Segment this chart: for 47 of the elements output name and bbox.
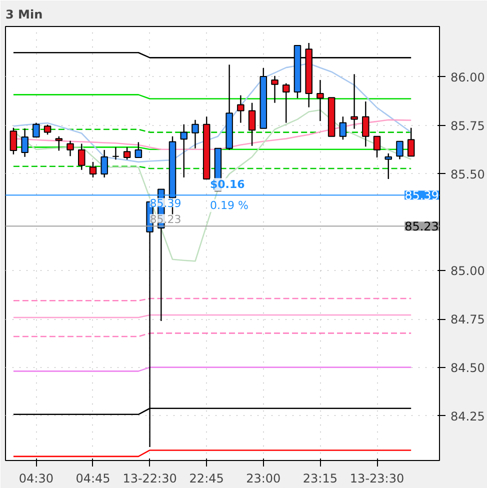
y-tick-label: 85.00 [450, 264, 485, 278]
candlestick [350, 74, 358, 130]
candlestick [10, 127, 18, 155]
y-tick-label: 85.75 [450, 118, 485, 133]
candlestick [362, 100, 370, 148]
candlestick [316, 79, 324, 122]
y-tick-label: 86.00 [450, 70, 485, 84]
annotation: 85.23 [150, 213, 182, 226]
ref-line-label: 85.39 [404, 188, 439, 203]
candlestick [32, 122, 40, 138]
ref-line-label: 85.23 [404, 220, 439, 234]
candlestick [180, 124, 188, 178]
candlestick [339, 116, 347, 140]
x-tick-label: 13-22:30 [122, 472, 177, 486]
candlestick [384, 152, 392, 180]
candlestick [282, 82, 290, 124]
candlestick [21, 128, 28, 158]
x-tick-label: 04:30 [18, 472, 54, 486]
x-tick-label: 23:15 [302, 472, 338, 486]
annotation: 85.39 [150, 197, 182, 210]
candlestick [248, 102, 256, 146]
candlestick [271, 75, 278, 104]
candlestick [66, 140, 74, 157]
y-tick-label: 84.75 [450, 312, 485, 327]
annotation: $0.16 [210, 178, 246, 192]
chart-title: 3 Min [6, 8, 43, 22]
candlestick [55, 136, 63, 152]
y-tick-label: 84.25 [450, 409, 485, 424]
y-tick-label: 85.50 [450, 167, 485, 182]
candlestick [373, 136, 381, 158]
x-tick-label: 13-23:30 [350, 472, 404, 486]
x-tick-label: 04:45 [76, 472, 110, 486]
candlestick [396, 140, 404, 160]
candlestick [407, 127, 415, 157]
annotation: 0.19 % [210, 199, 248, 212]
candlestick [123, 146, 131, 160]
x-tick-label: 22:45 [189, 472, 224, 486]
candlestick [100, 149, 108, 178]
x-tick-label: 23:00 [246, 472, 281, 486]
candlestick [112, 146, 120, 160]
candlestick [237, 94, 244, 124]
candlestick [78, 143, 86, 170]
candlestick [44, 124, 52, 136]
candlestick [192, 119, 199, 149]
candlestick [134, 142, 142, 158]
y-tick-label: 84.50 [450, 361, 485, 375]
candlestick [89, 161, 97, 178]
